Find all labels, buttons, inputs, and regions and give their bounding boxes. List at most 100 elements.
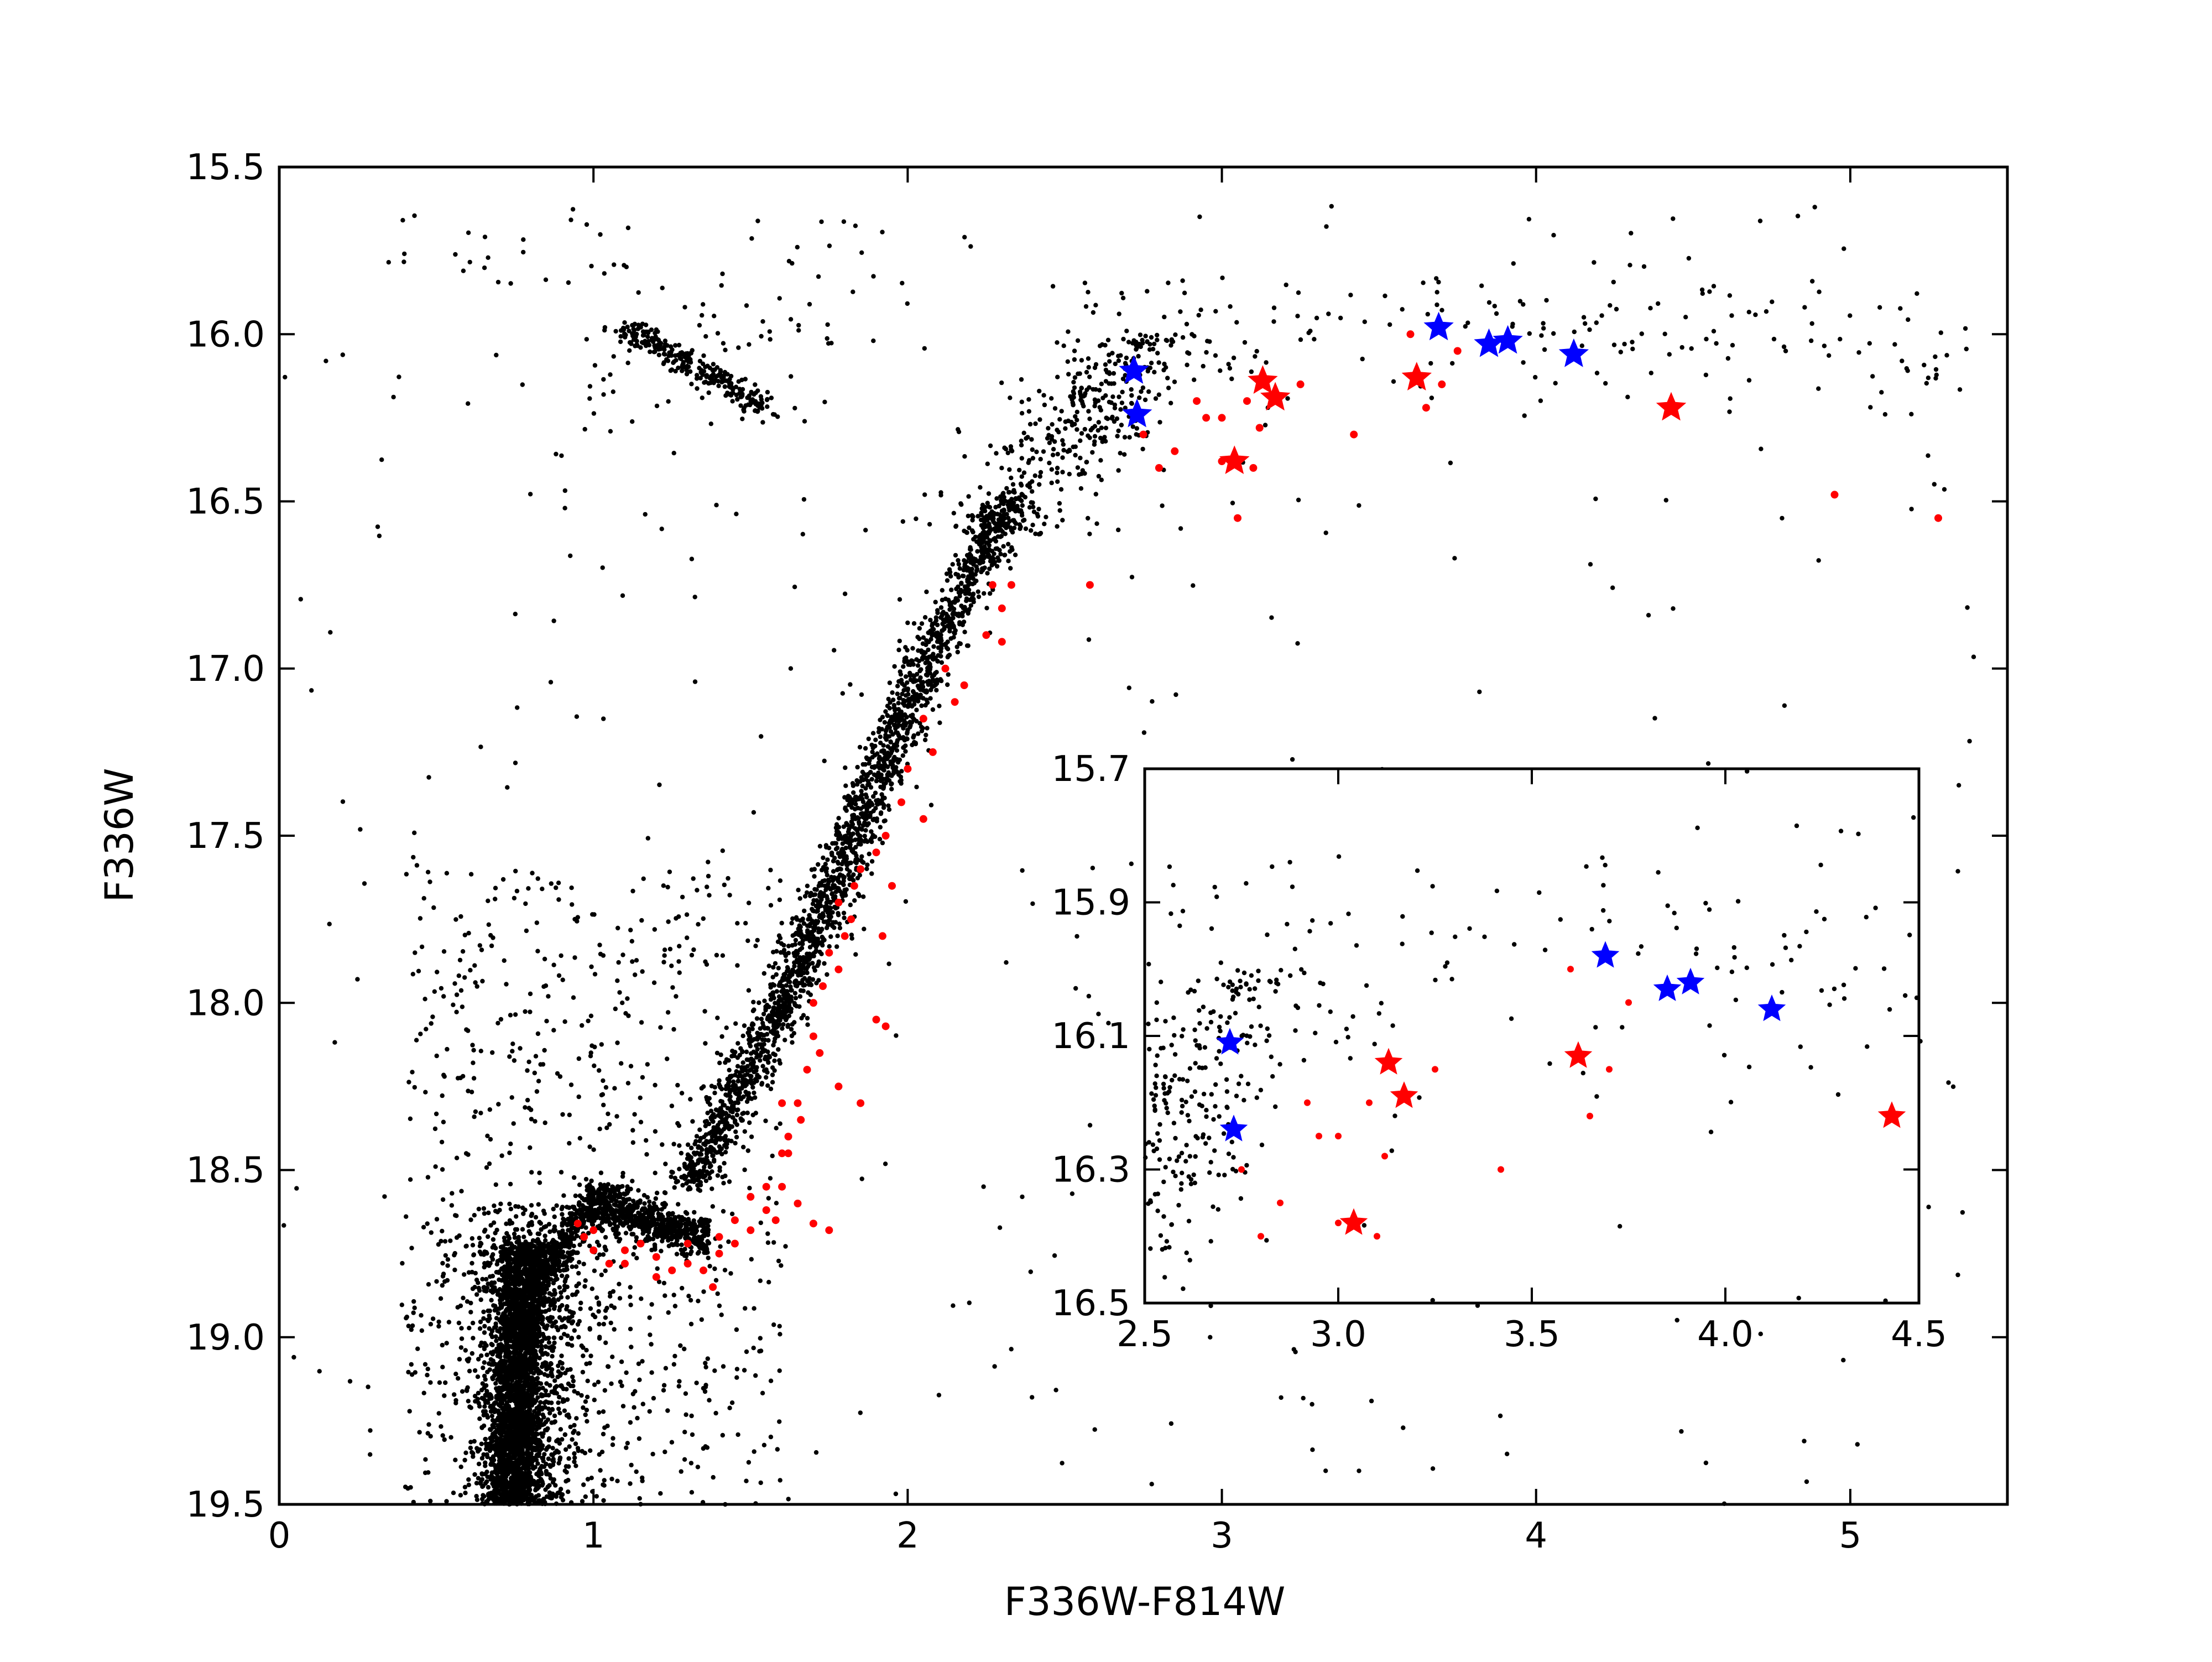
background-star-point <box>570 1264 575 1269</box>
background-star-point <box>940 588 945 593</box>
background-star-point <box>557 1394 562 1400</box>
background-star-point <box>467 1404 472 1409</box>
background-star-point <box>581 1262 586 1267</box>
background-star-point <box>464 1243 469 1248</box>
background-star-point <box>486 1441 491 1447</box>
background-star-point <box>504 1221 509 1226</box>
background-star-point <box>536 1202 541 1207</box>
background-star-point <box>536 1297 541 1302</box>
background-star-point <box>482 1211 487 1216</box>
background-star-point <box>842 915 847 920</box>
background-star-point <box>514 1382 519 1387</box>
background-star-point <box>534 1486 539 1492</box>
background-star-point <box>574 1416 579 1421</box>
background-star-point <box>529 1451 534 1456</box>
background-star-point <box>493 1468 498 1474</box>
background-star-point <box>860 762 865 767</box>
background-star-point <box>867 851 872 857</box>
background-star-point <box>526 1475 532 1479</box>
background-star-point <box>480 1277 485 1281</box>
background-star-point <box>937 720 942 726</box>
background-star-point <box>495 1311 501 1316</box>
background-star-point <box>488 1476 493 1481</box>
background-star-point <box>530 1249 535 1254</box>
background-star-point <box>650 1215 656 1220</box>
background-star-point <box>399 1302 404 1307</box>
background-star-point <box>493 1381 498 1386</box>
background-star-point <box>477 1416 482 1421</box>
background-star-point <box>532 1409 537 1414</box>
background-star-point <box>543 1344 548 1349</box>
background-star-point <box>566 1412 571 1418</box>
background-star-point <box>624 1215 629 1220</box>
background-star-point <box>557 1285 562 1290</box>
background-star-point <box>822 961 827 966</box>
background-star-point <box>437 1380 442 1385</box>
background-star-point <box>531 1398 537 1403</box>
background-star-point <box>733 1129 738 1134</box>
background-star-point <box>735 1064 740 1069</box>
background-star-point <box>570 1374 575 1379</box>
background-star-point <box>662 1190 667 1195</box>
background-star-point <box>491 1462 495 1467</box>
background-star-point <box>459 1336 465 1341</box>
background-star-point <box>547 1436 552 1441</box>
background-star-point <box>917 626 922 631</box>
background-star-point <box>855 764 860 770</box>
background-star-point <box>467 1326 472 1331</box>
background-star-point <box>596 1309 601 1314</box>
background-star-point <box>504 1437 509 1442</box>
background-star-point <box>546 1393 551 1398</box>
background-star-point <box>502 1476 507 1481</box>
background-star-point <box>478 1297 483 1302</box>
background-star-point <box>940 597 945 603</box>
background-star-point <box>862 833 867 838</box>
background-star-point <box>648 1208 654 1213</box>
background-star-point <box>618 1208 623 1213</box>
background-star-point <box>509 1221 515 1226</box>
background-star-point <box>483 1409 488 1414</box>
background-star-point <box>895 684 900 689</box>
background-star-point <box>563 1447 568 1452</box>
background-star-point <box>625 1220 630 1225</box>
background-star-point <box>490 1481 495 1486</box>
background-star-point <box>504 1252 509 1257</box>
background-star-point <box>526 1382 532 1387</box>
background-star-point <box>484 1251 489 1256</box>
background-star-point <box>598 1216 603 1221</box>
background-star-point <box>557 1455 563 1460</box>
background-star-point <box>504 1452 509 1457</box>
background-star-point <box>642 1201 647 1206</box>
background-star-point <box>521 1395 526 1400</box>
background-star-point <box>501 1247 506 1252</box>
background-star-point <box>478 1343 483 1348</box>
background-star-point <box>488 1260 493 1266</box>
background-star-point <box>442 1279 447 1284</box>
background-star-point <box>669 1174 674 1179</box>
background-star-point <box>536 1302 541 1307</box>
background-star-point <box>757 1000 761 1005</box>
background-star-point <box>692 1240 697 1245</box>
background-star-point <box>478 1319 483 1325</box>
background-star-point <box>776 966 781 971</box>
background-star-point <box>507 1256 512 1261</box>
background-star-point <box>494 1262 499 1267</box>
background-star-point <box>507 1423 512 1428</box>
background-star-point <box>556 1461 561 1466</box>
background-star-point <box>477 1236 482 1241</box>
background-star-point <box>547 1229 552 1234</box>
background-star-point <box>569 1236 575 1242</box>
background-star-point <box>706 1255 711 1260</box>
background-star-point <box>529 1376 534 1381</box>
background-star-point <box>505 1465 510 1470</box>
background-star-point <box>772 1058 777 1064</box>
background-star-point <box>581 1405 586 1410</box>
background-star-point <box>489 1414 494 1419</box>
background-star-point <box>538 1400 543 1405</box>
background-star-point <box>472 1439 477 1444</box>
background-star-point <box>584 1214 589 1219</box>
background-star-point <box>630 1179 635 1184</box>
background-star-point <box>520 1483 525 1488</box>
background-star-point <box>476 1461 482 1467</box>
background-star-point <box>509 1488 514 1493</box>
